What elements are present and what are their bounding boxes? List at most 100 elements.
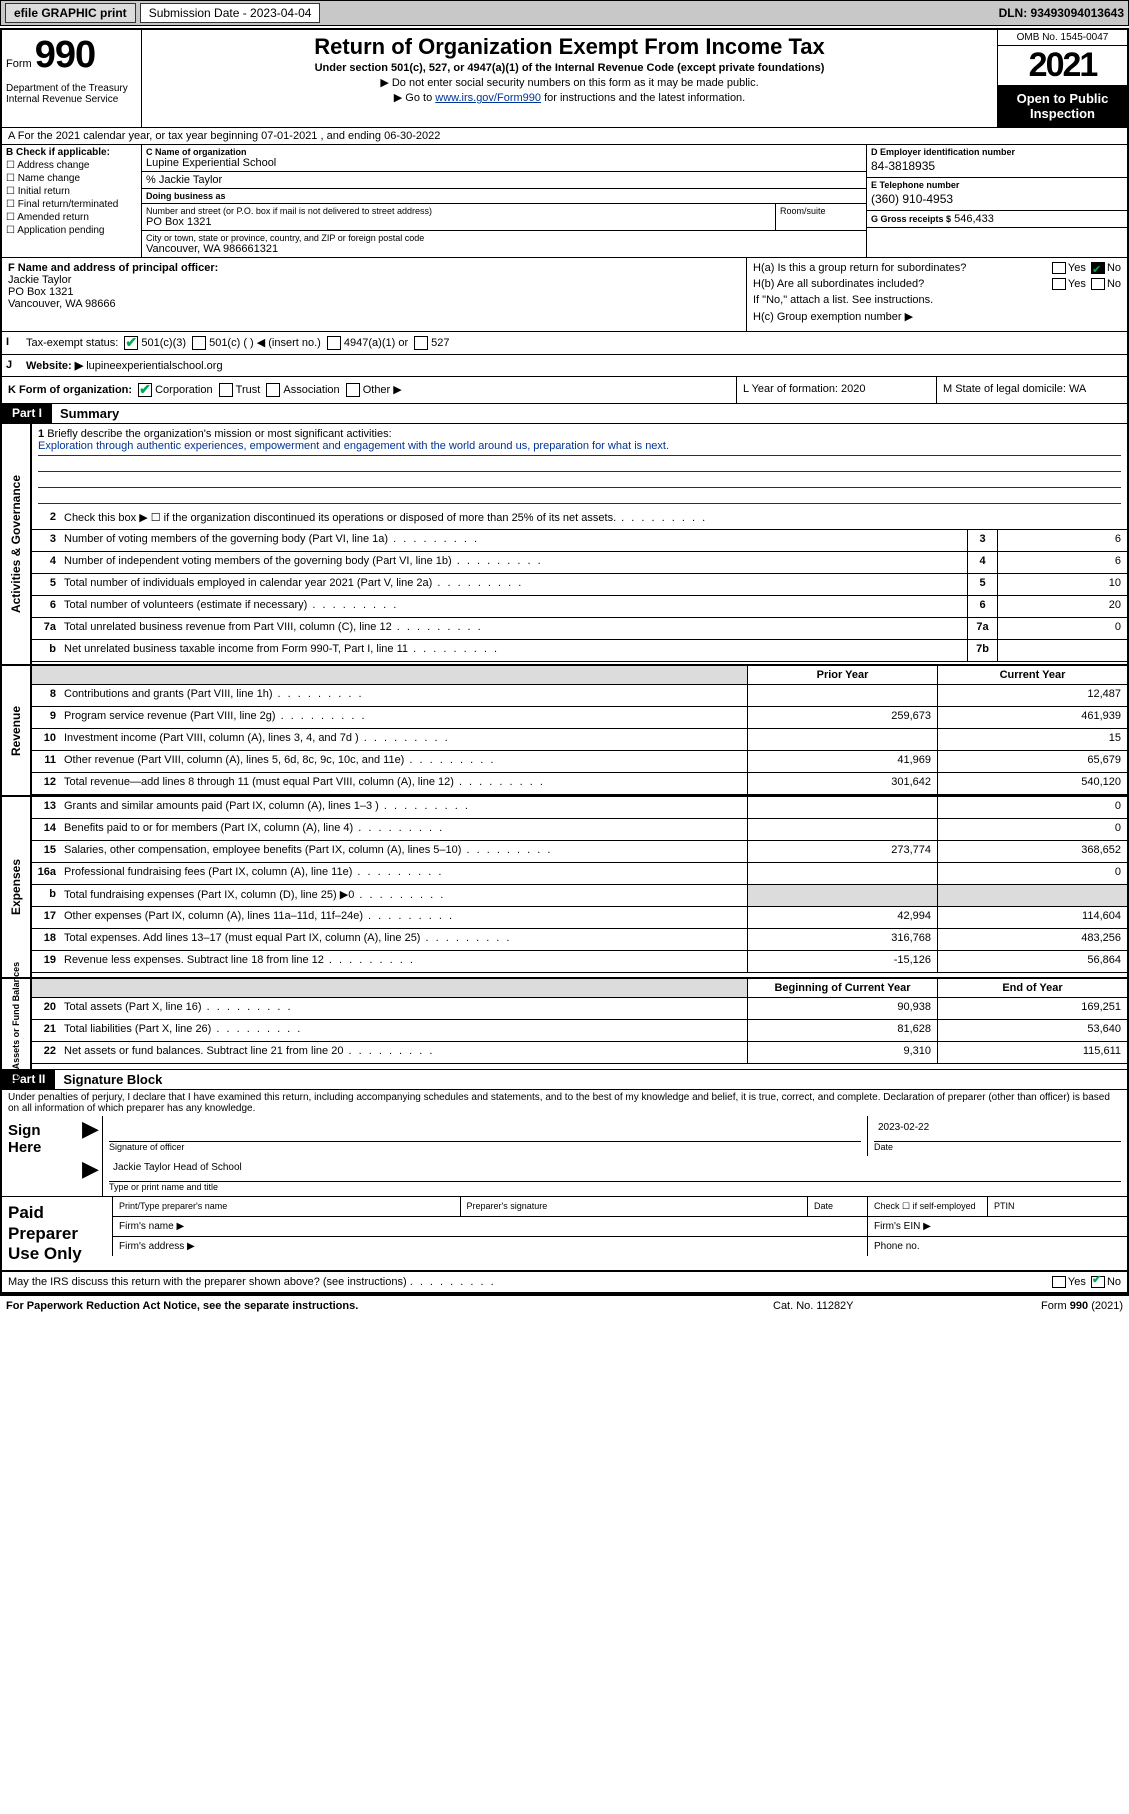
firm-addr-lbl: Firm's address ▶ xyxy=(112,1237,867,1256)
form-990: Form 990 Department of the Treasury Inte… xyxy=(0,28,1129,1294)
hc: H(c) Group exemption number ▶ xyxy=(753,310,1121,323)
officer-name-title: Jackie Taylor Head of School xyxy=(109,1160,1121,1182)
hb: H(b) Are all subordinates included? xyxy=(753,278,924,290)
col-current: Current Year xyxy=(937,666,1127,684)
irs-link[interactable]: www.irs.gov/Form990 xyxy=(435,92,541,104)
line1-num: 1 xyxy=(38,428,44,440)
warn-ssn: ▶ Do not enter social security numbers o… xyxy=(150,76,989,89)
sign-date: 2023-02-22 xyxy=(874,1120,1121,1142)
mission-text: Exploration through authentic experience… xyxy=(38,440,1121,456)
cb-address-change[interactable]: ☐ Address change xyxy=(6,160,137,171)
form-word: Form xyxy=(6,58,32,70)
sign-here: Sign Here xyxy=(2,1116,82,1196)
omb: OMB No. 1545-0047 xyxy=(998,30,1127,46)
efile-print-button[interactable]: efile GRAPHIC print xyxy=(5,3,136,23)
vside-rev: Revenue xyxy=(9,706,23,756)
form-title: Return of Organization Exempt From Incom… xyxy=(150,34,989,60)
may-discuss: May the IRS discuss this return with the… xyxy=(8,1276,407,1288)
cb-501c3[interactable] xyxy=(124,336,138,350)
prep-sig-lbl: Preparer's signature xyxy=(460,1197,808,1216)
footer-center: Cat. No. 11282Y xyxy=(773,1300,973,1312)
paid-hdr: Paid Preparer Use Only xyxy=(2,1197,112,1270)
gross-lbl: G Gross receipts $ xyxy=(871,214,951,224)
cb-corporation[interactable] xyxy=(138,383,152,397)
dba-lbl: Doing business as xyxy=(146,191,862,201)
dln: DLN: 93493094013643 xyxy=(999,6,1124,20)
col-prior: Prior Year xyxy=(747,666,937,684)
year-formation: L Year of formation: 2020 xyxy=(737,377,937,403)
org-name: Lupine Experiential School xyxy=(146,157,862,169)
cb-final-return[interactable]: ☐ Final return/terminated xyxy=(6,199,137,210)
k-lbl: K Form of organization: xyxy=(8,384,132,396)
cb-4947[interactable] xyxy=(327,336,341,350)
box-c: C Name of organization Lupine Experienti… xyxy=(142,145,867,257)
topbar: efile GRAPHIC print Submission Date - 20… xyxy=(0,0,1129,26)
cb-501c[interactable] xyxy=(192,336,206,350)
prep-name-lbl: Print/Type preparer's name xyxy=(112,1197,460,1216)
ha: H(a) Is this a group return for subordin… xyxy=(753,262,966,274)
footer-right: Form 990 (2021) xyxy=(973,1300,1123,1312)
goto-link-row: ▶ Go to www.irs.gov/Form990 for instruct… xyxy=(150,91,989,104)
ein: 84-3818935 xyxy=(871,157,1123,175)
col-eoy: End of Year xyxy=(937,979,1127,997)
vside-gov: Activities & Governance xyxy=(9,475,23,613)
firm-phone-lbl: Phone no. xyxy=(867,1237,1127,1256)
part2-num: Part II xyxy=(2,1070,55,1089)
sign-date-lbl: Date xyxy=(874,1142,1121,1152)
box-de: D Employer identification number 84-3818… xyxy=(867,145,1127,257)
goto-pre: ▶ Go to xyxy=(394,92,435,104)
vside-exp: Expenses xyxy=(9,859,23,915)
state-domicile: M State of legal domicile: WA xyxy=(937,377,1127,403)
form-number: 990 xyxy=(35,34,95,76)
col-boy: Beginning of Current Year xyxy=(747,979,937,997)
cb-initial-return[interactable]: ☐ Initial return xyxy=(6,186,137,197)
self-emp: Check ☐ if self-employed xyxy=(867,1197,987,1216)
vside-net: Net Assets or Fund Balances xyxy=(11,962,21,1086)
street-lbl: Number and street (or P.O. box if mail i… xyxy=(146,206,771,216)
part1-title: Summary xyxy=(52,404,127,423)
box-b: B Check if applicable: ☐ Address change … xyxy=(2,145,142,257)
cb-527[interactable] xyxy=(414,336,428,350)
name-title-lbl: Type or print name and title xyxy=(109,1182,1121,1192)
cb-trust[interactable] xyxy=(219,383,233,397)
goto-post: for instructions and the latest informat… xyxy=(541,92,745,104)
cb-amended[interactable]: ☐ Amended return xyxy=(6,212,137,223)
ein-lbl: D Employer identification number xyxy=(871,147,1123,157)
gross: 546,433 xyxy=(954,213,994,225)
row-a: A For the 2021 calendar year, or tax yea… xyxy=(2,128,1127,145)
line1-txt: Briefly describe the organization's miss… xyxy=(47,428,391,440)
cb-app-pending[interactable]: ☐ Application pending xyxy=(6,225,137,236)
tax-status-lbl: Tax-exempt status: xyxy=(26,337,118,349)
phone: (360) 910-4953 xyxy=(871,190,1123,208)
open-public: Open to Public Inspection xyxy=(998,85,1127,127)
street: PO Box 1321 xyxy=(146,216,771,228)
careof: % Jackie Taylor xyxy=(146,174,862,186)
firm-name-lbl: Firm's name ▶ xyxy=(112,1217,867,1236)
officer-street: PO Box 1321 xyxy=(8,286,740,298)
form-subtitle: Under section 501(c), 527, or 4947(a)(1)… xyxy=(150,62,989,74)
cb-name-change[interactable]: ☐ Name change xyxy=(6,173,137,184)
cb-association[interactable] xyxy=(266,383,280,397)
prep-date-lbl: Date xyxy=(807,1197,867,1216)
c-name-lbl: C Name of organization xyxy=(146,147,862,157)
website-lbl: Website: ▶ xyxy=(26,360,83,372)
box-b-hdr: B Check if applicable: xyxy=(6,147,137,158)
officer-city: Vancouver, WA 98666 xyxy=(8,298,740,310)
submission-date: Submission Date - 2023-04-04 xyxy=(140,3,321,23)
tax-year: 2021 xyxy=(998,46,1127,85)
dept: Department of the Treasury Internal Reve… xyxy=(6,83,137,105)
officer-name: Jackie Taylor xyxy=(8,274,740,286)
part2-title: Signature Block xyxy=(55,1070,170,1089)
hb-note: If "No," attach a list. See instructions… xyxy=(753,294,1121,306)
ptin-lbl: PTIN xyxy=(987,1197,1127,1216)
f-lbl: F Name and address of principal officer: xyxy=(8,262,740,274)
city: Vancouver, WA 986661321 xyxy=(146,243,862,255)
cb-other[interactable] xyxy=(346,383,360,397)
room-lbl: Room/suite xyxy=(776,204,866,230)
city-lbl: City or town, state or province, country… xyxy=(146,233,862,243)
footer-left: For Paperwork Reduction Act Notice, see … xyxy=(6,1300,773,1312)
part1-num: Part I xyxy=(2,404,52,423)
sig-officer-lbl: Signature of officer xyxy=(109,1142,861,1152)
website: lupineexperientialschool.org xyxy=(86,360,222,372)
firm-ein-lbl: Firm's EIN ▶ xyxy=(867,1217,1127,1236)
